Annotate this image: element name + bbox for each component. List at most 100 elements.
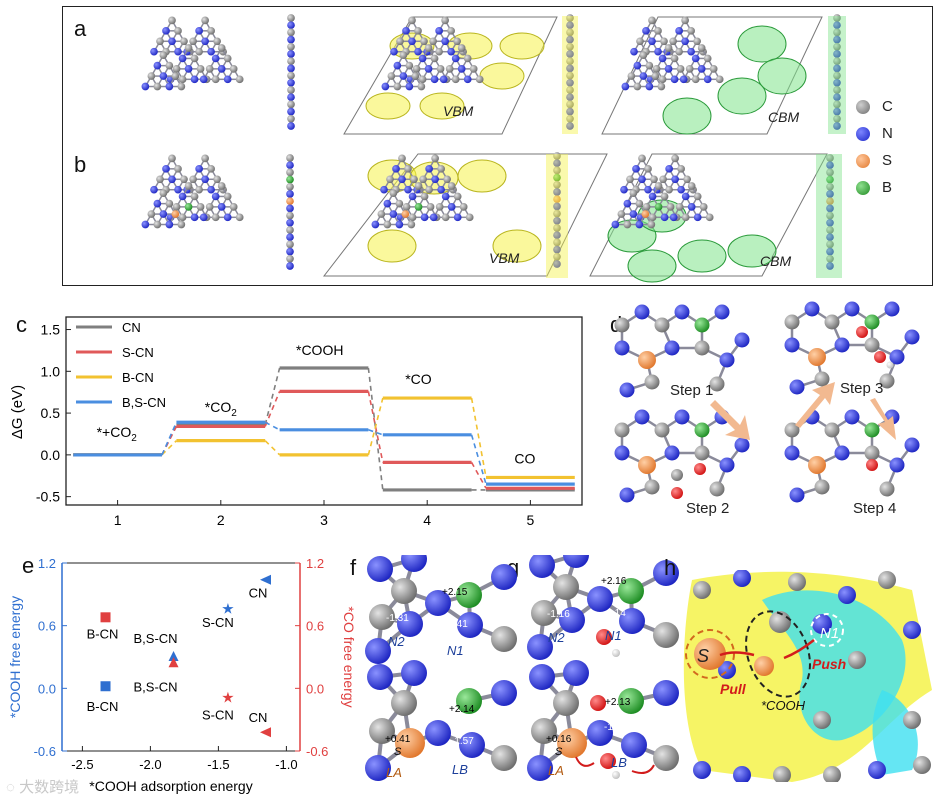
g-top-n1-charge: -1.14 <box>603 608 626 619</box>
fg-atom <box>527 755 553 781</box>
triangle-left-marker <box>260 574 271 585</box>
ring-atom <box>677 185 685 194</box>
side-atom <box>566 50 574 58</box>
f-bot-lb-label: LB <box>452 762 468 777</box>
ring-atom <box>645 61 654 70</box>
side-atom <box>566 93 574 102</box>
ring-atom <box>644 185 652 194</box>
free-energy-chart: -0.5 0.0 0.5 1.0 1.5 1 2 3 4 5 ΔG (eV) CN S-CN B-CN B,… <box>9 316 583 528</box>
ring-atom <box>178 213 187 222</box>
ring-atom <box>648 192 657 201</box>
ring-atom <box>205 203 214 211</box>
right-tick-label: 0.6 <box>306 619 324 634</box>
legend-label: S-CN <box>122 345 154 360</box>
ring-atom <box>207 47 215 56</box>
side-atom <box>833 100 841 109</box>
side-atom <box>826 262 834 270</box>
side-atom <box>553 152 561 160</box>
ring-atom <box>651 72 660 80</box>
ring-atom <box>681 37 689 46</box>
ring-atom <box>626 175 634 184</box>
h-atom <box>769 611 791 633</box>
connector <box>367 397 384 456</box>
ring-atom <box>201 37 209 46</box>
ring-atom <box>386 175 394 184</box>
legend-n-text: N <box>882 125 893 142</box>
fragment-atom <box>784 445 800 461</box>
ring-atom <box>199 75 208 84</box>
fragment-atom <box>638 351 656 369</box>
ring-atom <box>439 75 448 84</box>
g-bot-s-label: S <box>555 746 563 758</box>
connector <box>470 397 487 478</box>
ring-atom <box>399 72 408 80</box>
ring-atom <box>681 16 689 25</box>
ring-atom <box>217 182 226 190</box>
side-atom <box>833 14 841 22</box>
ring-atom <box>657 82 666 91</box>
ring-atom <box>414 47 422 56</box>
cbm-isosurface <box>677 239 727 273</box>
legend-item-s: S <box>856 147 926 174</box>
arrow-lb <box>631 764 655 774</box>
side-atom <box>553 166 561 175</box>
ring-atom <box>401 210 410 218</box>
side-atom <box>833 71 841 80</box>
structures-ab <box>141 14 846 283</box>
ring-atom <box>387 72 396 80</box>
side-atom <box>287 50 295 58</box>
ring-atom <box>459 203 468 211</box>
ring-atom <box>177 82 186 91</box>
ring-atom <box>392 165 400 173</box>
fg-atom <box>491 564 517 590</box>
cbm-isosurface <box>662 97 712 135</box>
fragment-atom <box>638 456 656 474</box>
side-atom <box>833 21 841 30</box>
connector <box>161 440 177 456</box>
ring-atom <box>207 27 215 35</box>
ring-atom <box>213 175 221 184</box>
ring-atom <box>679 75 688 84</box>
g-bot-la-label: LA <box>548 763 564 778</box>
ring-atom <box>648 213 657 222</box>
side-atom <box>553 245 561 254</box>
ring-atom <box>153 220 162 229</box>
ring-atom <box>201 154 209 163</box>
cbm-label-a: CBM <box>768 109 800 125</box>
ring-atom <box>441 192 450 201</box>
panel-label-a: a <box>74 16 87 41</box>
g-bot-lb-charge: -1.36 <box>604 722 627 733</box>
ring-atom <box>399 51 408 60</box>
cbm-label-b: CBM <box>760 253 792 269</box>
fragment-atom <box>709 376 725 392</box>
ring-atom <box>383 199 392 208</box>
ring-atom <box>390 47 398 56</box>
ring-atom <box>165 199 174 208</box>
fg-atom <box>456 582 482 608</box>
fragment-atom <box>784 337 800 353</box>
left-tick-label: -0.6 <box>34 744 56 759</box>
side-atom <box>286 218 294 227</box>
cell-outline <box>322 153 608 277</box>
ring-atom <box>709 65 718 73</box>
fragment-atom <box>634 304 650 320</box>
side-atom <box>566 78 574 87</box>
fg-atom <box>369 604 395 630</box>
ring-atom <box>441 37 449 46</box>
side-atom <box>286 161 294 170</box>
ring-atom <box>638 175 646 184</box>
ring-atom <box>437 185 445 194</box>
legend-item-b: B <box>856 174 926 201</box>
g-top-b-charge: +2.16 <box>601 576 627 587</box>
fragment-atom <box>804 301 820 317</box>
vbm-isosurface <box>479 62 525 90</box>
side-atom <box>287 78 295 87</box>
ring-atom <box>205 65 214 73</box>
ring-atom <box>623 199 632 208</box>
ring-atom <box>393 61 402 70</box>
side-atom <box>566 86 574 94</box>
adsorbate-atom <box>856 326 868 338</box>
x-tick-label: 2 <box>217 512 225 528</box>
ring-atom <box>172 203 181 211</box>
fragment-atom <box>844 301 860 317</box>
